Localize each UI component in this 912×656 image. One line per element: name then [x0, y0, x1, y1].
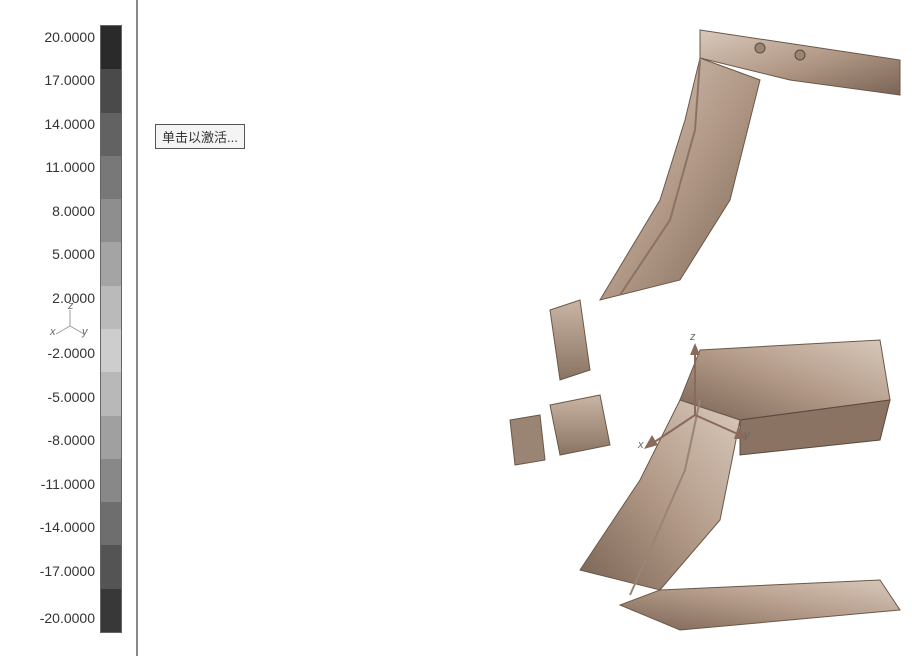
legend-label: -17.0000	[40, 563, 95, 579]
upper-wing-assembly	[600, 30, 900, 300]
legend-segment	[101, 459, 121, 502]
triad-y-label: y	[744, 429, 750, 441]
legend-label: -8.0000	[48, 432, 95, 448]
model-svg	[140, 0, 912, 656]
triad-x-label: x	[638, 439, 644, 451]
legend-label: -20.0000	[40, 610, 95, 626]
legend-label: 11.0000	[45, 159, 95, 175]
legend-segment	[101, 113, 121, 156]
legend-segment	[101, 329, 121, 372]
mini-axis-y-label: y	[82, 326, 88, 338]
legend-label: 14.0000	[44, 116, 95, 132]
legend-segment	[101, 416, 121, 459]
legend-segment	[101, 372, 121, 415]
legend-mini-axis-icon: z x y	[50, 306, 90, 336]
vertical-divider	[136, 0, 138, 656]
legend-label: 5.0000	[52, 246, 95, 262]
triad-z-label: z	[690, 331, 696, 343]
legend-segment	[101, 199, 121, 242]
legend-label: -2.0000	[48, 345, 95, 361]
legend-segment	[101, 242, 121, 285]
mini-axis-x-label: x	[50, 326, 56, 338]
legend-segment	[101, 502, 121, 545]
legend-label: 17.0000	[44, 72, 95, 88]
legend-segment	[101, 545, 121, 588]
legend-label: 20.0000	[44, 29, 95, 45]
legend-segment	[101, 589, 121, 632]
simulation-viewport: 20.0000 17.0000 14.0000 11.0000 8.0000 5…	[0, 0, 912, 656]
legend-segment	[101, 69, 121, 112]
legend-segment	[101, 156, 121, 199]
center-small-surfaces	[510, 300, 610, 465]
legend-label: 8.0000	[52, 203, 95, 219]
legend-segment	[101, 286, 121, 329]
legend-segment	[101, 26, 121, 69]
color-legend-bar	[100, 25, 122, 633]
legend-label: -11.0000	[41, 476, 95, 492]
mini-axis-z-label: z	[68, 300, 74, 312]
axis-triad-icon: z x y	[640, 335, 760, 455]
model-canvas[interactable]: z x y	[140, 0, 912, 656]
legend-label: -14.0000	[40, 519, 95, 535]
legend-label: -5.0000	[48, 389, 95, 405]
